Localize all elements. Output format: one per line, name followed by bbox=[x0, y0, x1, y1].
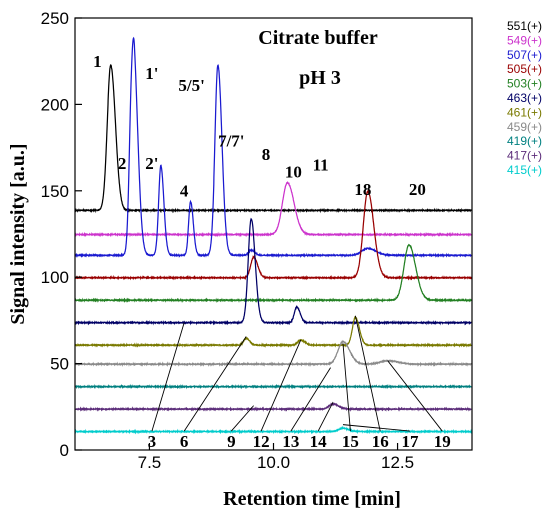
annotation-leader bbox=[260, 339, 302, 432]
peak-label: 12 bbox=[253, 432, 270, 451]
peak-label: 14 bbox=[310, 432, 328, 451]
y-tick-label: 200 bbox=[41, 95, 69, 114]
trace-503 bbox=[74, 243, 472, 304]
annotation-leader bbox=[354, 315, 381, 432]
peak-label: 10 bbox=[285, 163, 302, 182]
legend: 551(+)549(+)507(+)505(+)503(+)463(+)461(… bbox=[507, 19, 542, 177]
chart-subtitle: pH 3 bbox=[299, 67, 341, 89]
peak-label: 11 bbox=[313, 156, 329, 175]
trace-463 bbox=[74, 217, 472, 326]
trace-459 bbox=[74, 339, 472, 368]
y-tick-label: 100 bbox=[41, 268, 69, 287]
x-tick-label: 12.5 bbox=[381, 453, 414, 472]
peak-label: 18 bbox=[354, 180, 371, 199]
legend-item: 461(+) bbox=[507, 105, 542, 119]
peak-label: 2 bbox=[118, 154, 127, 173]
annotation-leader bbox=[230, 405, 254, 432]
legend-item: 549(+) bbox=[507, 33, 542, 47]
peak-label: 20 bbox=[409, 180, 426, 199]
x-tick-label: 10.0 bbox=[257, 453, 290, 472]
peak-label: 2' bbox=[145, 154, 158, 173]
trace-417 bbox=[74, 401, 472, 412]
annotation-leader bbox=[290, 367, 331, 432]
trace-415 bbox=[74, 425, 472, 435]
peak-label: 16 bbox=[372, 432, 389, 451]
peak-label: 8 bbox=[262, 145, 271, 164]
annotations-group: 1 1' 5/5' 2 2' 4 7/7' 8 10 11 18 20 3 6 9 12 13 14 15 16 17 1… bbox=[93, 52, 451, 451]
peak-label: 19 bbox=[434, 432, 451, 451]
legend-item: 415(+) bbox=[507, 163, 542, 177]
peak-label: 9 bbox=[227, 432, 236, 451]
legend-item: 417(+) bbox=[507, 149, 542, 163]
legend-item: 419(+) bbox=[507, 134, 542, 148]
legend-item: 503(+) bbox=[507, 77, 542, 91]
legend-item: 505(+) bbox=[507, 62, 542, 76]
peak-label: 15 bbox=[342, 432, 359, 451]
peak-label: 7/7' bbox=[218, 131, 244, 150]
traces-group bbox=[74, 36, 472, 435]
y-tick-label: 150 bbox=[41, 182, 69, 201]
legend-item: 459(+) bbox=[507, 120, 542, 134]
peak-label: 13 bbox=[282, 432, 299, 451]
y-axis-label: Signal intensity [a.u.] bbox=[7, 143, 29, 324]
trace-507 bbox=[74, 36, 472, 259]
trace-549 bbox=[74, 181, 472, 238]
legend-item: 463(+) bbox=[507, 91, 542, 105]
legend-item: 507(+) bbox=[507, 48, 542, 62]
x-axis-label: Retention time [min] bbox=[223, 488, 401, 510]
chart-title: Citrate buffer bbox=[258, 27, 378, 49]
peak-label: 5/5' bbox=[178, 76, 204, 95]
y-tick-label: 0 bbox=[60, 441, 69, 460]
y-tick-label: 250 bbox=[41, 9, 69, 28]
legend-item: 551(+) bbox=[507, 19, 542, 33]
trace-505 bbox=[74, 189, 472, 281]
peak-label: 6 bbox=[180, 432, 189, 451]
trace-461 bbox=[74, 315, 472, 348]
peak-label: 4 bbox=[180, 182, 189, 201]
peak-label: 1' bbox=[145, 64, 158, 83]
ticks-group: 0 50 100 150 200 250 7.5 10.0 12.5 bbox=[41, 9, 414, 472]
annotation-leader bbox=[342, 424, 411, 432]
annotation-leader bbox=[317, 401, 334, 432]
trace-419 bbox=[74, 383, 472, 390]
annotation-leader bbox=[342, 343, 351, 432]
annotation-leader bbox=[151, 322, 185, 432]
peak-label: 1 bbox=[93, 52, 102, 71]
y-tick-label: 50 bbox=[50, 355, 69, 374]
x-tick-label: 7.5 bbox=[138, 453, 162, 472]
peak-label: 17 bbox=[401, 432, 419, 451]
annotation-leader bbox=[183, 336, 247, 432]
annotation-leader bbox=[387, 360, 443, 432]
peak-label: 3 bbox=[148, 432, 157, 451]
